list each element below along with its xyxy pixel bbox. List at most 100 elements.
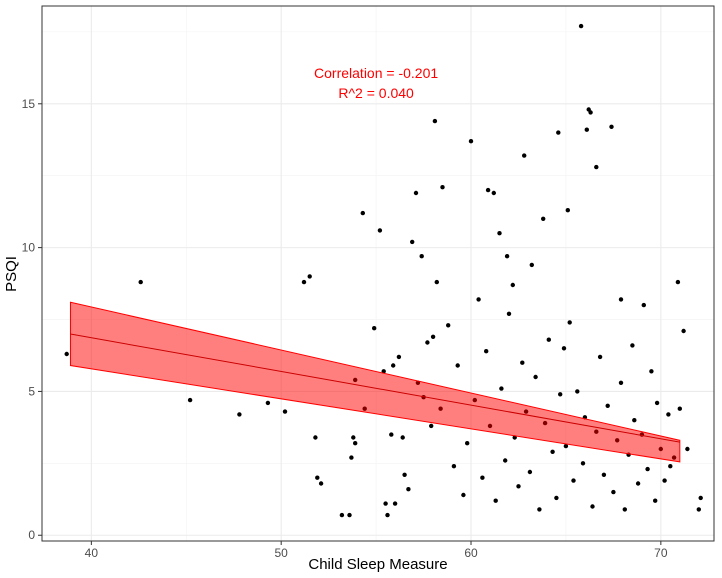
data-point: [668, 464, 673, 469]
r-squared-annotation: R^2 = 0.040: [338, 85, 414, 101]
data-point: [546, 337, 551, 342]
y-tick-label: 5: [28, 384, 35, 398]
panel-background: [42, 6, 714, 541]
data-point: [138, 279, 143, 285]
data-point: [635, 481, 641, 486]
data-point: [630, 343, 635, 348]
data-point: [580, 461, 586, 466]
data-point: [504, 254, 510, 259]
data-point: [563, 443, 569, 449]
data-point: [265, 400, 271, 406]
data-point: [476, 297, 481, 302]
data-point: [506, 311, 512, 316]
data-point: [611, 489, 616, 495]
data-point: [402, 472, 407, 477]
data-point: [237, 412, 242, 417]
panel-border: [41, 5, 715, 542]
data-point: [432, 118, 438, 124]
data-point: [594, 164, 599, 170]
data-point: [685, 446, 690, 452]
data-point: [499, 386, 504, 391]
data-point: [567, 320, 572, 325]
data-point: [451, 464, 457, 469]
data-point: [584, 127, 589, 132]
data-point: [666, 412, 671, 417]
data-point: [554, 495, 559, 501]
data-point: [391, 363, 396, 368]
data-point: [360, 210, 365, 216]
data-point: [527, 469, 533, 475]
data-point: [510, 282, 515, 288]
x-tick-label: 60: [464, 546, 478, 560]
data-point: [353, 441, 358, 446]
data-point: [468, 139, 474, 144]
data-point: [662, 478, 667, 483]
data-point: [698, 495, 703, 501]
data-point: [590, 504, 595, 509]
data-point: [339, 512, 345, 518]
data-point: [622, 507, 627, 512]
y-axis-title: PSQI: [3, 256, 20, 292]
data-point: [419, 254, 424, 259]
data-point: [675, 279, 681, 285]
data-point: [315, 475, 320, 480]
data-point: [605, 403, 610, 408]
x-tick-label: 40: [85, 546, 99, 560]
data-point: [425, 340, 430, 345]
data-point: [497, 231, 502, 236]
data-point: [400, 435, 405, 440]
data-point: [347, 512, 352, 518]
data-point: [565, 208, 570, 213]
confidence-band: [69, 301, 681, 463]
data-point: [430, 334, 436, 339]
data-point: [381, 369, 386, 374]
data-point: [413, 190, 419, 196]
data-point: [618, 297, 624, 302]
data-point: [503, 458, 508, 463]
data-point: [522, 153, 527, 158]
data-point: [556, 130, 561, 135]
x-tick-label: 70: [654, 546, 668, 560]
data-point: [571, 478, 576, 483]
data-point: [484, 349, 489, 354]
data-point: [446, 323, 451, 328]
data-point: [349, 455, 354, 460]
correlation-annotation: Correlation = -0.201: [314, 65, 438, 81]
regression-line: [70, 333, 680, 443]
data-point: [618, 380, 624, 385]
data-point: [396, 354, 402, 360]
data-point: [187, 397, 193, 403]
data-point: [558, 392, 563, 397]
minor-gridlines: [42, 6, 714, 541]
data-point: [461, 492, 466, 498]
data-point: [282, 409, 288, 414]
data-point: [653, 498, 658, 503]
data-point: [537, 507, 542, 512]
data-point: [561, 346, 567, 351]
confidence-ribbon: [69, 301, 681, 463]
data-point: [654, 400, 660, 406]
x-tick-label: 50: [275, 546, 289, 560]
y-tick-label: 0: [28, 528, 35, 542]
data-point: [389, 432, 394, 437]
data-point: [455, 363, 460, 368]
data-point: [406, 487, 411, 492]
data-point: [696, 507, 701, 512]
data-point: [641, 302, 646, 308]
data-point: [465, 441, 470, 446]
data-point: [383, 501, 388, 506]
y-tick-label: 10: [22, 241, 36, 255]
data-point: [307, 274, 312, 279]
data-point: [609, 124, 614, 129]
x-axis-title: Child Sleep Measure: [308, 556, 447, 573]
data-point: [601, 472, 607, 477]
data-point: [649, 369, 654, 374]
data-point: [533, 374, 538, 380]
data-point: [385, 512, 390, 518]
data-point: [529, 262, 534, 268]
data-point: [520, 360, 525, 365]
data-point: [550, 449, 555, 454]
data-point: [372, 326, 377, 331]
data-point: [318, 481, 324, 486]
